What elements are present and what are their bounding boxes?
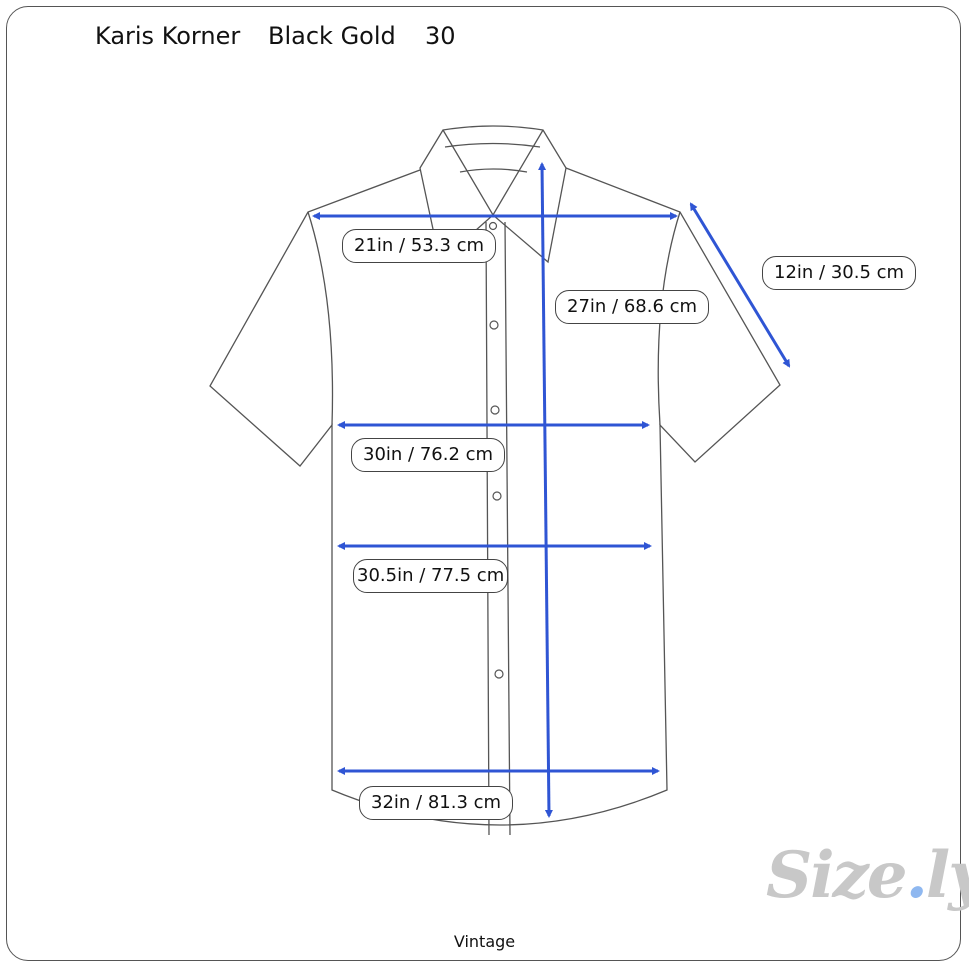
- sizely-logo: Size.ly: [766, 838, 969, 913]
- measurement-arrows: [312, 162, 791, 818]
- brand-label: Karis Korner: [95, 22, 241, 50]
- sleeve-label: 12in / 30.5 cm: [762, 256, 917, 290]
- diagram-frame: [6, 6, 961, 961]
- chest-label: 21in / 53.3 cm: [342, 229, 497, 263]
- size-label: 30: [425, 22, 456, 50]
- waist-label: 30in / 76.2 cm: [351, 438, 506, 472]
- length-label: 27in / 68.6 cm: [555, 290, 710, 324]
- length-arrow: [538, 162, 553, 818]
- footer-label: Vintage: [453, 932, 516, 951]
- shirt-outline: [209, 125, 781, 836]
- hem-label: 32in / 81.3 cm: [359, 786, 514, 820]
- hip-label: 30.5in / 77.5 cm: [353, 559, 509, 593]
- color-label: Black Gold: [268, 22, 396, 50]
- sleeve-arrow: [689, 202, 791, 368]
